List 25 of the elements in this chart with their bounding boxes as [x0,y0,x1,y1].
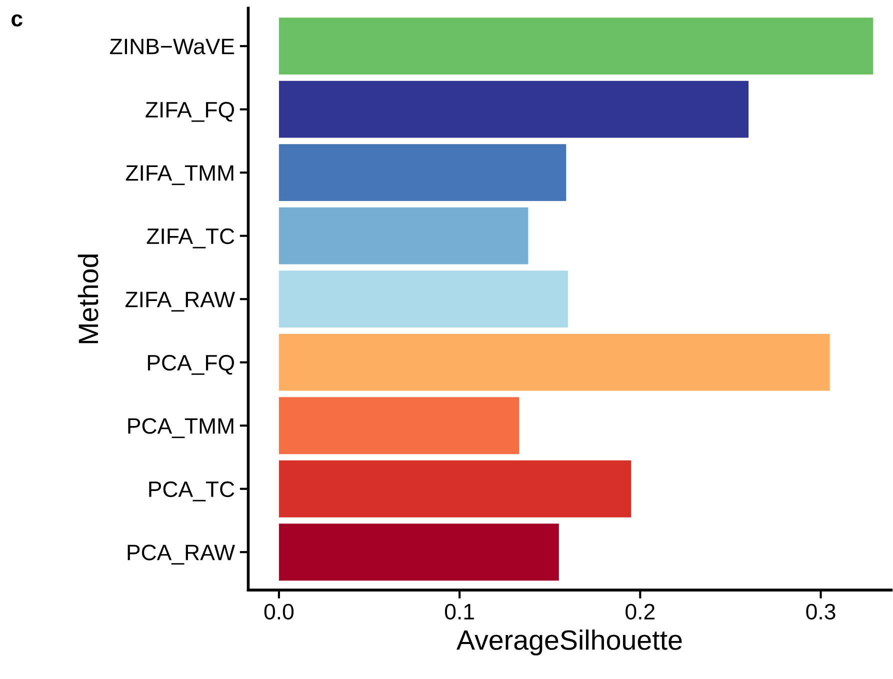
y-tick-label: ZIFA_RAW [125,292,235,312]
bar [278,397,520,454]
x-tick-label: 0.0 [264,604,294,620]
y-tick-label: PCA_TC [149,481,234,502]
y-tick-label: PCA_FQ [148,354,234,375]
bar [278,270,568,328]
x-tick-label: 0.2 [626,604,654,620]
bar [278,207,528,264]
bar [278,80,749,138]
bar [278,144,566,202]
bar [278,524,559,581]
y-tick-label: ZIFA_TC [146,228,234,248]
y-tick-label: PCA_RAW [128,544,235,565]
bar [278,460,632,518]
x-tick-label: 0.3 [806,604,836,620]
y-tick-label: PCA_TMM [128,418,234,438]
bar [278,18,874,75]
y-tick-label: ZIFA_TMM [126,165,234,186]
x-axis-title: AverageSilhouette [456,630,682,656]
y-tick-label: ZINB−WaVE [110,38,234,54]
x-tick-label: 0.1 [444,604,474,620]
y-axis-title: Method [78,254,98,344]
bar [278,334,830,391]
y-tick-label: ZIFA_FQ [146,102,234,122]
text: c [12,14,22,27]
